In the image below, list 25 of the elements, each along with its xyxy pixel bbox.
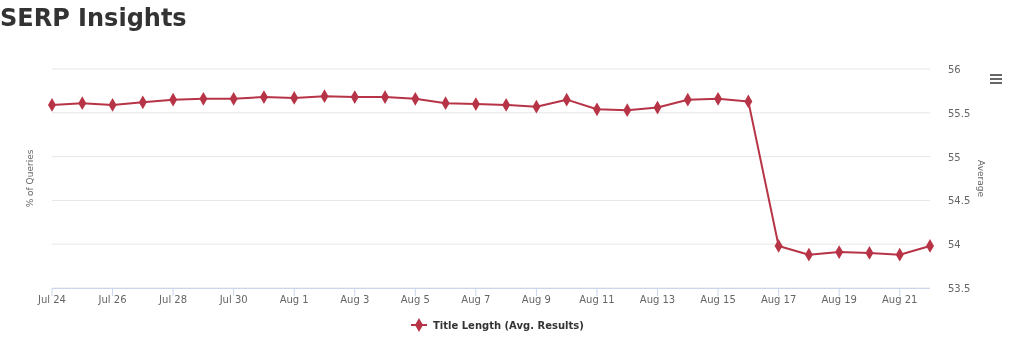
- y2-tick-label: 55: [948, 151, 961, 163]
- x-tick-label: Aug 21: [882, 294, 918, 305]
- y-axis-title: % of Queries: [25, 149, 35, 208]
- x-tick-label: Aug 17: [760, 294, 797, 305]
- x-tick-label: Jul 30: [218, 294, 248, 305]
- y2-tick-label: 54.5: [948, 195, 971, 207]
- x-tick-label: Jul 24: [37, 294, 66, 305]
- y2-axis-title: Average: [976, 160, 986, 198]
- x-tick-label: Aug 1: [279, 294, 309, 305]
- y2-tick-label: 55.5: [948, 107, 971, 119]
- x-tick-label: Aug 3: [340, 294, 370, 305]
- x-tick-label: Aug 9: [521, 294, 551, 305]
- x-tick-label: Aug 7: [461, 294, 491, 305]
- x-tick-label: Aug 13: [639, 294, 676, 305]
- y2-tick-label: 56: [948, 64, 961, 75]
- y2-tick-label: 54: [948, 239, 961, 251]
- x-tick-label: Jul 28: [158, 294, 188, 305]
- legend-label: Title Length (Avg. Results): [433, 320, 584, 331]
- x-tick-label: Aug 15: [700, 294, 736, 305]
- y2-tick-label: 53.5: [948, 283, 971, 294]
- x-tick-label: Aug 11: [579, 294, 615, 305]
- x-tick-label: Aug 19: [821, 294, 857, 305]
- chart-title: SERP Insights: [0, 4, 187, 32]
- x-tick-label: Aug 5: [400, 294, 430, 305]
- x-tick-label: Jul 26: [97, 294, 127, 305]
